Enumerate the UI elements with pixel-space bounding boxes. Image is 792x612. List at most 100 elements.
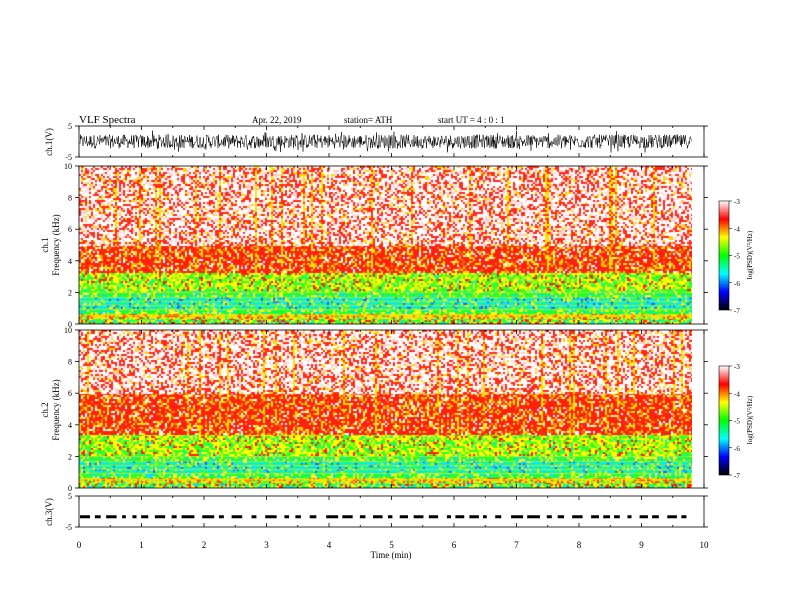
- spec2-ytick-label: 2: [68, 452, 72, 461]
- ch2-spec-label-b: Frequency (kHz): [51, 379, 61, 440]
- ch3-frame: [78, 495, 705, 528]
- x-tick-label: 7: [514, 540, 519, 550]
- start-time-label: start UT = 4 : 0 : 1: [438, 115, 505, 125]
- figure-title: VLF Spectra: [79, 114, 136, 126]
- colorbars: -3 -4 -5 -6 -7 -3 -4 -5 -6 -7: [718, 198, 740, 480]
- ch3-segment: [373, 515, 383, 519]
- ch3-segment: [342, 515, 353, 519]
- ch3-segment: [231, 515, 243, 519]
- ch3-ytick-label: -5: [65, 523, 72, 532]
- spec2-ytick-label: 4: [68, 421, 72, 430]
- ch3-segment: [614, 515, 620, 519]
- spec2-ytick-label: 8: [68, 358, 72, 367]
- ch3-segment: [557, 515, 565, 519]
- x-tick-label: 10: [700, 540, 710, 550]
- ch3-segment: [495, 515, 502, 519]
- spec2-ytick-label: 6: [68, 389, 72, 398]
- colorbar-tick-label: -4: [734, 390, 740, 398]
- ch3-segment: [326, 515, 339, 519]
- ch3-segment: [295, 515, 301, 519]
- ch3-segment: [284, 515, 290, 519]
- x-tick-label: 2: [202, 540, 207, 550]
- ch3-segment: [94, 515, 101, 519]
- colorbar-label-1: log(PSD)(V²/Hz): [746, 230, 754, 279]
- x-tick-label: 3: [264, 540, 269, 550]
- colorbar-label-2: log(PSD)(V²/Hz): [746, 395, 754, 444]
- colorbar-tick-label: -7: [734, 472, 740, 480]
- ch1-spec-label-a: ch.1: [40, 237, 50, 252]
- ch3-segment: [591, 515, 599, 519]
- ch3-segment: [482, 515, 487, 519]
- ch3-segment: [154, 515, 166, 519]
- ch1-ytick-label: -5: [65, 153, 72, 162]
- ch1-ytick-label: 5: [68, 122, 72, 131]
- spec2-ytick-label: 0: [68, 484, 72, 493]
- ch3-segment: [603, 515, 611, 519]
- ch3-segment: [309, 515, 317, 519]
- ch3-segment: [667, 515, 677, 519]
- x-tick-label: 9: [639, 540, 644, 550]
- spec1-ytick-label: 10: [64, 162, 72, 171]
- ch3-segment: [546, 515, 552, 519]
- spec2-ytick-label: 10: [64, 326, 72, 335]
- ch3-ytick-label: 5: [68, 492, 72, 501]
- ch3-segment: [359, 515, 366, 519]
- ch3-segment: [639, 515, 648, 519]
- ch3-segment: [218, 515, 224, 519]
- ch3-waveform-panel: -5 5: [65, 492, 708, 532]
- ch3-segment: [251, 515, 257, 519]
- ch3-segment: [399, 515, 409, 519]
- ch2-spectrogram-image: [79, 330, 692, 488]
- x-tick-label: 5: [389, 540, 394, 550]
- ch3-segment: [106, 515, 117, 519]
- x-tick-label: 8: [577, 540, 582, 550]
- ch3-segment: [572, 515, 583, 519]
- ch2-spec-label-a: ch.2: [40, 402, 50, 417]
- spec1-ytick-label: 4: [68, 257, 72, 266]
- ch3-segment: [446, 515, 452, 519]
- ch3-axis-label: ch.3(V): [44, 498, 54, 526]
- ch3-segment: [627, 515, 632, 519]
- spec1-ytick-label: 8: [68, 194, 72, 203]
- colorbar-tick-label: -7: [734, 307, 740, 315]
- ch3-segment: [413, 515, 424, 519]
- ch3-segment: [652, 515, 659, 519]
- x-tick-label: 1: [139, 540, 144, 550]
- ch1-waveform-panel: -5 5: [65, 122, 708, 162]
- ch1-spectrogram-image: [79, 166, 692, 324]
- colorbar-tick-label: -6: [734, 445, 740, 453]
- ch1-axis-label: ch.1(V): [44, 128, 54, 156]
- x-tick-label: 4: [327, 540, 332, 550]
- ch3-segment: [387, 515, 393, 519]
- x-tick-label: 6: [452, 540, 457, 550]
- spec1-ytick-label: 0: [68, 320, 72, 329]
- ch3-segment: [681, 515, 687, 519]
- ch3-segment: [428, 515, 439, 519]
- ch3-segment: [455, 515, 465, 519]
- colorbar-tick-label: -3: [734, 363, 740, 371]
- spec1-ytick-label: 2: [68, 288, 72, 297]
- ch3-segment: [202, 515, 215, 519]
- colorbar-tick-label: -4: [734, 225, 740, 233]
- ch3-segment: [181, 515, 195, 519]
- ch1-waveform-line: [79, 130, 692, 153]
- ch3-segment: [132, 515, 137, 519]
- spec1-ytick-label: 6: [68, 225, 72, 234]
- ch3-segment: [265, 515, 277, 519]
- ch1-spectrogram-panel: 0 2 4 6 8 10: [64, 162, 708, 329]
- ch3-segment: [469, 515, 479, 519]
- ch3-segment: [527, 515, 540, 519]
- ch1-spec-label-b: Frequency (kHz): [51, 214, 61, 275]
- x-axis-label: Time (min): [371, 550, 412, 560]
- station-label: station= ATH: [344, 115, 393, 125]
- colorbar-tick-label: -5: [734, 418, 740, 426]
- colorbar-tick-label: -5: [734, 253, 740, 261]
- x-tick-label: 0: [77, 540, 82, 550]
- colorbar-tick-label: -6: [734, 280, 740, 288]
- colorbar-1: [718, 200, 730, 311]
- ch3-segment: [80, 515, 90, 519]
- colorbar-2: [718, 365, 730, 476]
- ch2-spectrogram-panel: 0 2 4 6 8 10: [64, 326, 708, 493]
- ch3-segment: [122, 515, 126, 519]
